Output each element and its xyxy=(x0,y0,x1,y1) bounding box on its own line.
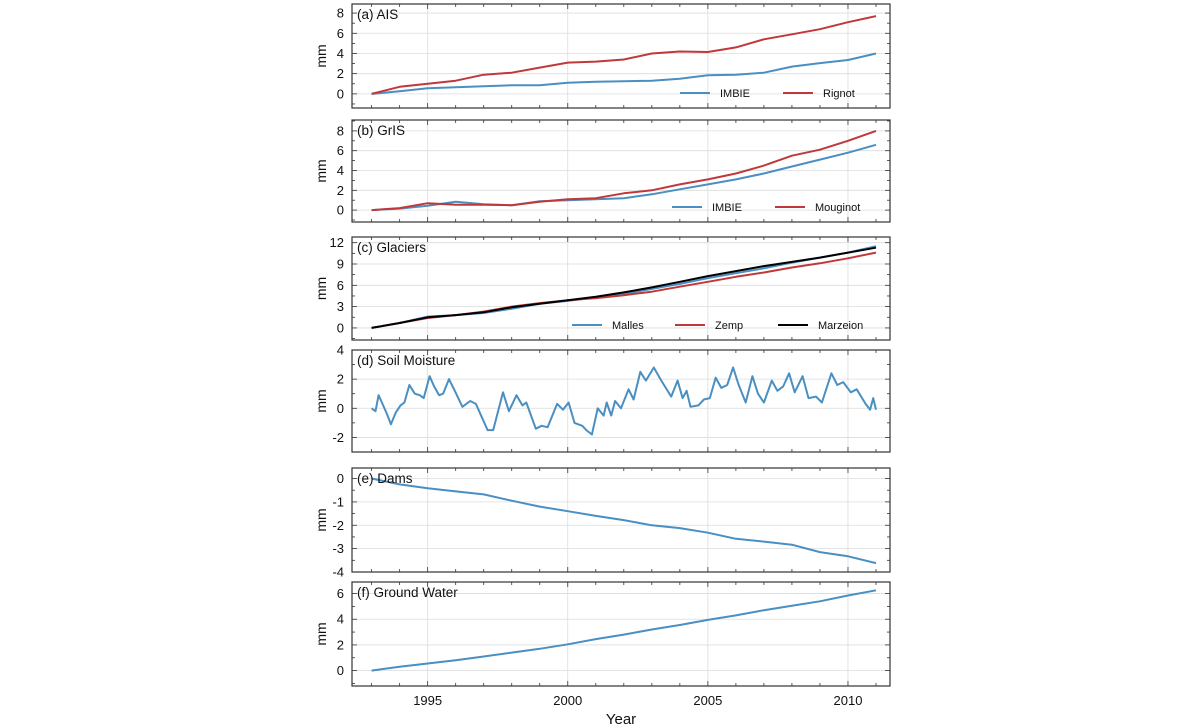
panel-4: -4 -3 -2 -1 0 (e) Dams mm xyxy=(313,467,891,580)
plot-frame xyxy=(351,581,891,687)
series-line-mouginot xyxy=(371,129,877,212)
panel-title: (e) Dams xyxy=(357,471,413,486)
y-tick-label: -4 xyxy=(332,565,344,580)
y-tick-label: 2 xyxy=(337,372,344,387)
panel-1: 0 2 4 6 8 (b) GrIS mm IMBIE Mouginot xyxy=(313,119,891,223)
x-axis-label: Year xyxy=(606,711,636,727)
y-tick-label: 6 xyxy=(337,143,344,158)
legend-label: IMBIE xyxy=(720,88,750,100)
y-axis-label: mm xyxy=(313,508,329,531)
legend-label: Zemp xyxy=(715,320,743,332)
y-tick-label: 9 xyxy=(337,256,344,271)
y-tick-label: 0 xyxy=(337,401,344,416)
panel-title: (a) AIS xyxy=(357,7,398,22)
y-tick-label: 2 xyxy=(337,66,344,81)
x-tick-label: 2005 xyxy=(693,693,722,708)
y-axis-label: mm xyxy=(313,44,329,67)
plot-frame xyxy=(351,236,891,341)
series-line-rignot xyxy=(371,15,877,95)
y-tick-label: 2 xyxy=(337,637,344,652)
plot-frame xyxy=(351,467,891,573)
series-line-data xyxy=(371,589,877,672)
legend-label: Rignot xyxy=(823,88,855,100)
series-line-data xyxy=(371,477,877,565)
y-tick-label: 0 xyxy=(337,471,344,486)
y-tick-label: 8 xyxy=(337,123,344,138)
x-tick-label: 2010 xyxy=(834,693,863,708)
y-tick-label: 4 xyxy=(337,343,344,358)
y-tick-label: 3 xyxy=(337,299,344,314)
y-tick-label: 6 xyxy=(337,278,344,293)
x-tick-label: 1995 xyxy=(413,693,442,708)
y-axis-label: mm xyxy=(313,277,329,300)
plot-frame xyxy=(351,3,891,109)
y-tick-label: 12 xyxy=(330,235,344,250)
series-line-marzeion xyxy=(371,246,877,329)
y-tick-label: 4 xyxy=(337,163,344,178)
legend-label: Marzeion xyxy=(818,320,863,332)
panel-title: (b) GrIS xyxy=(357,123,405,138)
y-axis-label: mm xyxy=(313,622,329,645)
y-axis-label: mm xyxy=(313,389,329,412)
y-tick-label: 0 xyxy=(337,663,344,678)
legend-label: Mouginot xyxy=(815,202,860,214)
panel-title: (c) Glaciers xyxy=(357,240,426,255)
y-tick-label: 4 xyxy=(337,46,344,61)
y-tick-label: 0 xyxy=(337,86,344,101)
panel-3: -2 0 2 4 (d) Soil Moisture mm xyxy=(313,343,891,453)
plot-frame xyxy=(351,349,891,453)
y-tick-label: 2 xyxy=(337,183,344,198)
y-tick-label: -1 xyxy=(332,494,344,509)
series-line-imbie xyxy=(371,143,877,212)
panel-0: 0 2 4 6 8 (a) AIS mm IMBIE Rignot xyxy=(313,3,891,109)
y-tick-label: 6 xyxy=(337,586,344,601)
series-line-imbie xyxy=(371,52,877,95)
legend-label: Malles xyxy=(612,320,644,332)
panel-5: 0 2 4 6 (f) Ground Water mm 1995 2000 2005 2010 Ye… xyxy=(313,581,891,727)
y-tick-label: 8 xyxy=(337,6,344,21)
y-tick-label: -2 xyxy=(332,518,344,533)
x-tick-label: 2000 xyxy=(553,693,582,708)
legend-label: IMBIE xyxy=(712,202,742,214)
y-tick-label: -2 xyxy=(332,430,344,445)
y-tick-label: 0 xyxy=(337,320,344,335)
series-line-data xyxy=(371,366,877,436)
y-axis-label: mm xyxy=(313,159,329,182)
plot-frame xyxy=(351,119,891,223)
y-tick-label: -3 xyxy=(332,541,344,556)
panel-2: 0 3 6 9 12 (c) Glaciers mm Malles Zemp Marzeion xyxy=(313,235,891,341)
panel-title: (f) Ground Water xyxy=(357,585,458,600)
y-tick-label: 4 xyxy=(337,612,344,627)
y-tick-label: 0 xyxy=(337,203,344,218)
y-tick-label: 6 xyxy=(337,26,344,41)
panel-title: (d) Soil Moisture xyxy=(357,353,455,368)
